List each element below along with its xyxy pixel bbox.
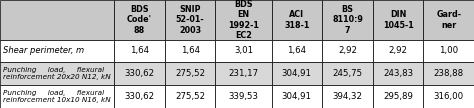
Text: 275,52: 275,52 <box>175 92 205 101</box>
Text: 304,91: 304,91 <box>282 69 312 78</box>
Bar <box>272 85 322 108</box>
Text: Punching     load,     flexural
reinforcement 10x10 N16, kN: Punching load, flexural reinforcement 10… <box>3 90 110 103</box>
Text: 2,92: 2,92 <box>389 46 408 55</box>
Text: 3,01: 3,01 <box>234 46 253 55</box>
Text: 330,62: 330,62 <box>124 92 155 101</box>
Text: 1,64: 1,64 <box>287 46 306 55</box>
Text: ACI
318-1: ACI 318-1 <box>284 10 310 29</box>
Bar <box>165 40 215 62</box>
Text: 1,64: 1,64 <box>130 46 149 55</box>
Bar <box>165 62 215 85</box>
Bar <box>215 62 272 85</box>
Bar <box>0 85 114 108</box>
Text: Gard-
ner: Gard- ner <box>436 10 461 29</box>
Bar <box>423 40 474 62</box>
Bar <box>373 40 423 62</box>
Text: 1,64: 1,64 <box>181 46 200 55</box>
Text: BS
8110:9
7: BS 8110:9 7 <box>332 5 363 35</box>
Bar <box>215 85 272 108</box>
Bar <box>0 62 114 85</box>
Bar <box>215 0 272 40</box>
Bar <box>272 0 322 40</box>
Text: 394,32: 394,32 <box>332 92 363 101</box>
Text: BDS
EN
1992-1
EC2: BDS EN 1992-1 EC2 <box>228 0 259 40</box>
Text: BDS
Code'
88: BDS Code' 88 <box>127 5 152 35</box>
Bar <box>272 62 322 85</box>
Text: 275,52: 275,52 <box>175 69 205 78</box>
Bar <box>322 62 373 85</box>
Bar <box>322 85 373 108</box>
Text: 245,75: 245,75 <box>332 69 363 78</box>
Bar <box>114 0 165 40</box>
Text: 1,00: 1,00 <box>439 46 458 55</box>
Text: 304,91: 304,91 <box>282 92 312 101</box>
Text: DIN
1045-1: DIN 1045-1 <box>383 10 413 29</box>
Text: 339,53: 339,53 <box>228 92 258 101</box>
Text: 238,88: 238,88 <box>434 69 464 78</box>
Bar <box>423 85 474 108</box>
Bar <box>373 0 423 40</box>
Text: Shear perimeter, m: Shear perimeter, m <box>3 46 84 55</box>
Bar <box>114 62 165 85</box>
Bar <box>215 40 272 62</box>
Text: Punching     load,     flexural
reinforcement 20x20 N12, kN: Punching load, flexural reinforcement 20… <box>3 67 110 80</box>
Text: 231,17: 231,17 <box>228 69 258 78</box>
Bar <box>165 0 215 40</box>
Bar <box>423 0 474 40</box>
Bar <box>0 40 114 62</box>
Bar <box>114 40 165 62</box>
Bar <box>0 0 114 40</box>
Text: 2,92: 2,92 <box>338 46 357 55</box>
Bar <box>114 85 165 108</box>
Bar <box>373 62 423 85</box>
Bar <box>272 40 322 62</box>
Bar <box>322 40 373 62</box>
Bar <box>165 85 215 108</box>
Text: 330,62: 330,62 <box>124 69 155 78</box>
Text: SNIP
52-01-
2003: SNIP 52-01- 2003 <box>176 5 204 35</box>
Text: 243,83: 243,83 <box>383 69 413 78</box>
Bar <box>373 85 423 108</box>
Text: 316,00: 316,00 <box>434 92 464 101</box>
Bar <box>322 0 373 40</box>
Bar <box>423 62 474 85</box>
Text: 295,89: 295,89 <box>383 92 413 101</box>
